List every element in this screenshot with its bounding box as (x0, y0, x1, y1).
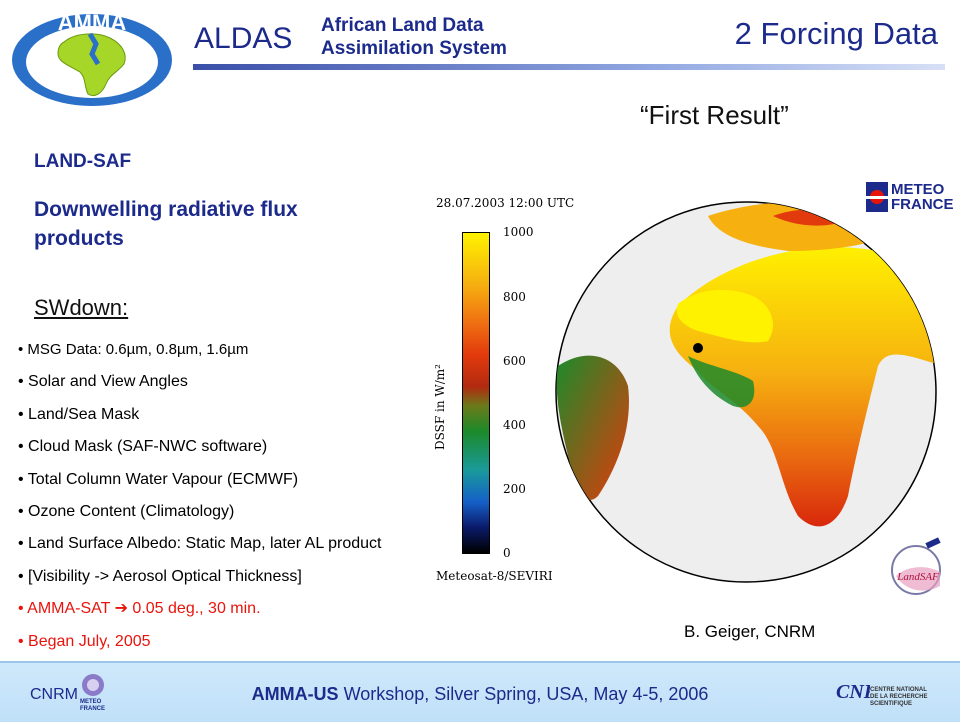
swdown-heading: SWdown: (34, 295, 129, 320)
bullet-item: • Land Surface Albedo: Static Map, later… (18, 535, 382, 553)
colorbar-tick: 400 (503, 418, 526, 432)
first-result-caption: “First Result” (640, 100, 789, 130)
bullet-list: • MSG Data: 0.6µm, 0.8µm, 1.6µm • Solar … (18, 334, 381, 658)
meteo-france-small-label: METEO FRANCE (80, 699, 105, 712)
meteo-france-icon (866, 182, 888, 212)
aldas-title: ALDAS (194, 22, 293, 55)
cnrs-logo: CNRS (836, 681, 870, 703)
cnrm-label: CNRM (30, 686, 78, 703)
colorbar-tick: 600 (503, 354, 526, 368)
subtitle: African Land Data Assimilation System (321, 14, 507, 60)
footer-bar (0, 661, 960, 722)
cnrs-caption-line: SCIENTIFIQUE (870, 701, 913, 707)
colorbar-tick: 200 (503, 482, 526, 496)
cnrs-logo-text: CNRS (836, 681, 870, 703)
bullet-item-highlight: • Began July, 2005 (18, 632, 151, 650)
colorbar-axis-label: DSSF in W/m² (433, 364, 447, 450)
footer-workshop-text: AMMA-US Workshop, Silver Spring, USA, Ma… (0, 684, 960, 705)
image-credit: B. Geiger, CNRM (684, 622, 816, 641)
meteo-france-line1: METEO (891, 181, 945, 198)
earth-disk-image (555, 201, 937, 583)
landsaf-logo: LandSAF (891, 537, 941, 595)
slide-title: 2 Forcing Data (734, 16, 938, 51)
colorbar (462, 232, 490, 554)
colorbar-tick: 0 (503, 546, 511, 560)
amma-logo: AMMA (12, 10, 172, 106)
footer-workshop-rest: Workshop, Silver Spring, USA, May 4-5, 2… (338, 684, 709, 704)
cnrs-caption-line: CENTRE NATIONAL (870, 687, 927, 693)
bullet-item: • Land/Sea Mask (18, 405, 140, 423)
bullet-item: • Solar and View Angles (18, 373, 188, 391)
subtitle-line1: African Land Data (321, 15, 484, 36)
map-date-label: 28.07.2003 12:00 UTC (436, 196, 575, 210)
bullet-item: • [Visibility -> Aerosol Optical Thickne… (18, 567, 302, 585)
bullet-item-highlight: • AMMA-SAT ➔ 0.05 deg., 30 min. (18, 600, 261, 618)
cnrs-caption-line: DE LA RECHERCHE (870, 694, 928, 700)
meteo-france-logo: METEO FRANCE (866, 182, 954, 212)
colorbar-tick: 800 (503, 290, 526, 304)
bullet-item: • Ozone Content (Climatology) (18, 502, 235, 520)
meteo-france-line2: FRANCE (891, 196, 954, 213)
bullet-item: • Total Column Water Vapour (ECMWF) (18, 470, 299, 488)
flux-products-heading: Downwelling radiative flux products (34, 198, 298, 250)
bullet-item: • MSG Data: 0.6µm, 0.8µm, 1.6µm (18, 341, 249, 358)
meteo-france-small-icon (82, 674, 104, 696)
cnrs-caption: CENTRE NATIONAL DE LA RECHERCHE SCIENTIF… (870, 687, 927, 708)
amma-logo-text: AMMA (58, 10, 127, 35)
header-divider (193, 64, 945, 70)
bullet-item: • Cloud Mask (SAF-NWC software) (18, 438, 268, 456)
colorbar-tick: 1000 (503, 225, 534, 239)
landsaf-logo-text: LandSAF (896, 571, 939, 583)
satellite-label: Meteosat-8/SEVIRI (436, 569, 553, 583)
subtitle-line2: Assimilation System (321, 38, 507, 59)
footer-workshop-bold: AMMA-US (251, 684, 339, 704)
land-saf-heading: LAND-SAF (34, 151, 132, 172)
